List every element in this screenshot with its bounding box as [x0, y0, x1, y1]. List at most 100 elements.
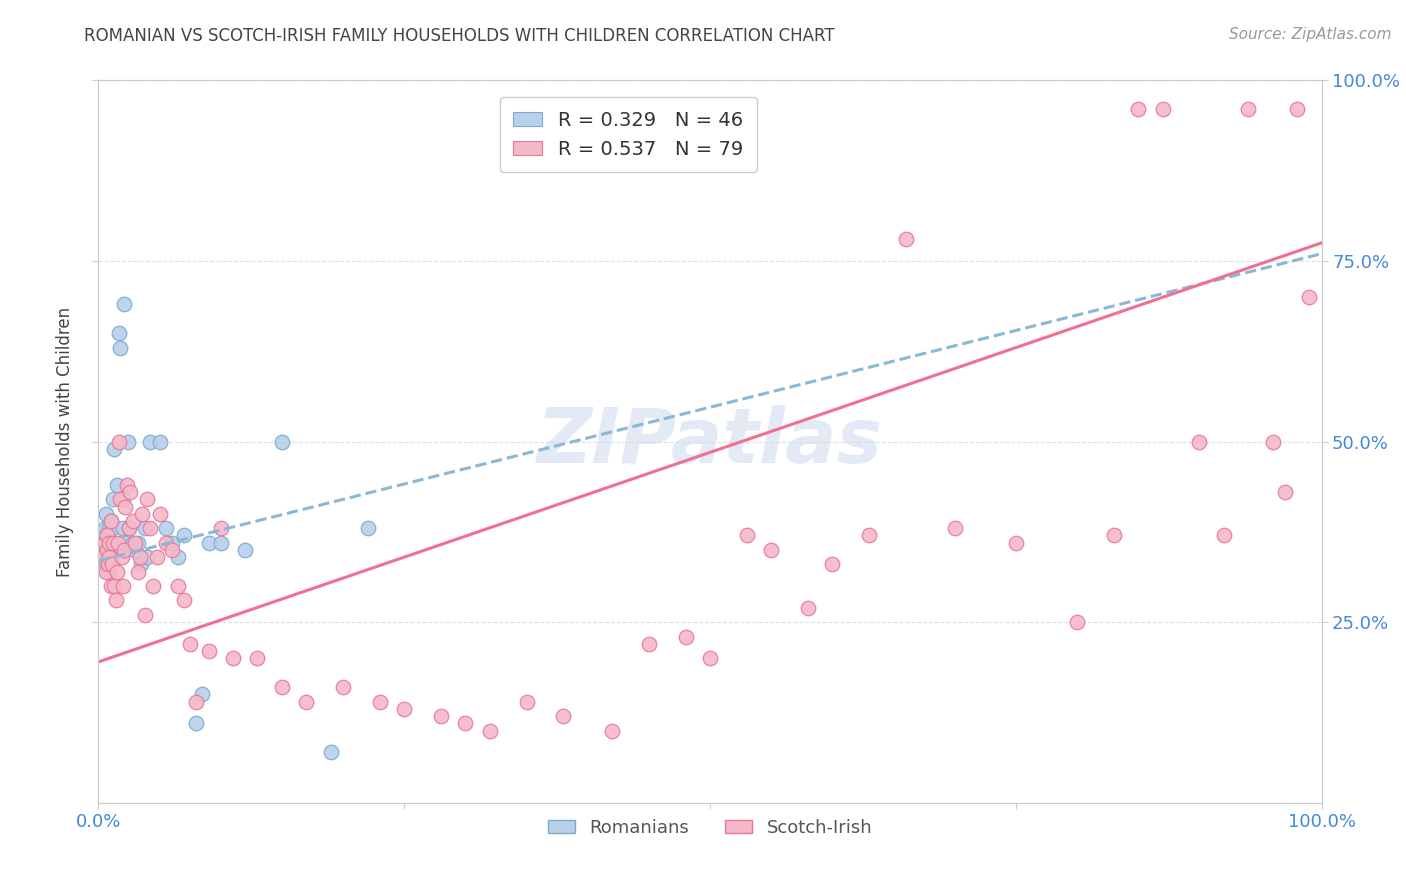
Point [127, 535, 149, 549]
Point [136, 550, 159, 565]
Point [101, 521, 124, 535]
Point [478, 723, 501, 738]
Point [134, 607, 156, 622]
Point [111, 579, 134, 593]
Point [96, 550, 118, 565]
Point [246, 651, 269, 665]
Point [105, 565, 128, 579]
Point [120, 485, 142, 500]
Point [112, 297, 135, 311]
Point [149, 434, 172, 449]
Point [1066, 615, 1088, 630]
Point [110, 492, 132, 507]
Point [104, 593, 127, 607]
Point [821, 558, 844, 572]
Point [100, 514, 122, 528]
Point [142, 579, 165, 593]
Point [943, 521, 966, 535]
Point [146, 550, 169, 565]
Point [1274, 485, 1296, 500]
Point [699, 651, 721, 665]
Point [104, 535, 127, 549]
Point [115, 478, 138, 492]
Point [101, 492, 124, 507]
Point [111, 550, 134, 565]
Point [103, 442, 125, 456]
Point [131, 507, 153, 521]
Point [129, 558, 152, 572]
Text: ZIPatlas: ZIPatlas [537, 405, 883, 478]
Point [368, 695, 391, 709]
Point [179, 637, 201, 651]
Point [98, 521, 121, 535]
Point [93, 535, 115, 549]
Point [97, 558, 120, 572]
Point [1237, 102, 1260, 116]
Point [332, 680, 354, 694]
Point [222, 651, 245, 665]
Point [114, 535, 136, 549]
Point [797, 600, 820, 615]
Point [600, 723, 623, 738]
Point [167, 579, 190, 593]
Point [103, 579, 125, 593]
Point [1286, 102, 1309, 116]
Point [160, 542, 183, 557]
Point [1102, 528, 1125, 542]
Point [98, 535, 121, 549]
Point [136, 492, 159, 507]
Point [454, 716, 477, 731]
Point [1128, 102, 1150, 116]
Point [117, 434, 139, 449]
Point [186, 695, 208, 709]
Point [1152, 102, 1174, 116]
Point [160, 535, 183, 549]
Point [121, 514, 143, 528]
Point [107, 535, 129, 549]
Point [100, 550, 122, 565]
Point [139, 521, 162, 535]
Point [124, 535, 146, 549]
Point [270, 680, 294, 694]
Point [107, 542, 129, 557]
Point [91, 550, 114, 565]
Point [100, 514, 122, 528]
Point [100, 579, 122, 593]
Point [101, 535, 124, 549]
Point [553, 709, 575, 723]
Point [94, 558, 117, 572]
Point [186, 716, 208, 731]
Point [108, 326, 131, 340]
Point [197, 535, 219, 549]
Point [124, 542, 146, 557]
Point [1212, 528, 1234, 542]
Point [91, 535, 114, 549]
Point [173, 593, 195, 607]
Point [155, 535, 177, 549]
Point [108, 434, 131, 449]
Point [894, 232, 917, 246]
Point [105, 478, 128, 492]
Point [155, 521, 177, 535]
Point [295, 695, 318, 709]
Point [127, 565, 149, 579]
Point [110, 341, 132, 355]
Point [96, 528, 118, 542]
Point [209, 521, 232, 535]
Point [392, 702, 416, 716]
Point [96, 528, 118, 542]
Point [93, 521, 115, 535]
Point [1261, 434, 1284, 449]
Point [858, 528, 880, 542]
Point [129, 550, 152, 565]
Point [1298, 290, 1320, 304]
Point [97, 542, 120, 557]
Point [319, 745, 342, 759]
Point [735, 528, 758, 542]
Point [96, 542, 118, 557]
Point [430, 709, 453, 723]
Point [94, 565, 117, 579]
Point [173, 528, 195, 542]
Point [149, 507, 172, 521]
Point [118, 521, 141, 535]
